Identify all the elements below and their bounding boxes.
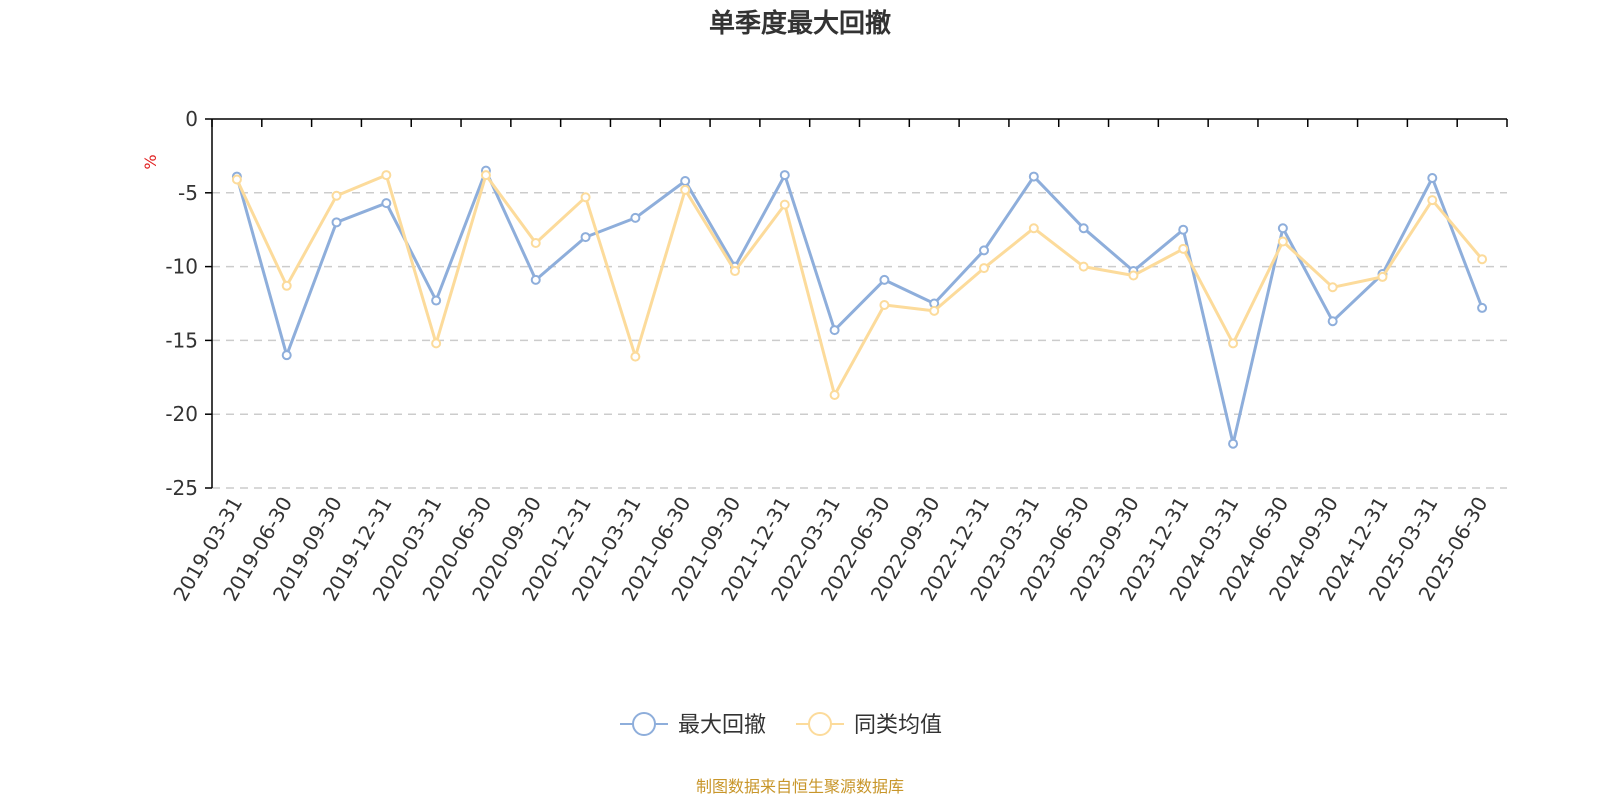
legend[interactable]: 最大回撤 同类均值: [620, 712, 942, 738]
y-tick-label: -20: [165, 402, 198, 426]
data-point[interactable]: [630, 351, 641, 362]
data-point[interactable]: [281, 280, 292, 291]
data-point[interactable]: [680, 184, 691, 195]
data-point[interactable]: [929, 305, 940, 316]
y-tick-label: -15: [165, 328, 198, 352]
data-point[interactable]: [1128, 270, 1139, 281]
data-point[interactable]: [979, 245, 990, 256]
data-point[interactable]: [431, 295, 442, 306]
data-point[interactable]: [1377, 271, 1388, 282]
data-point[interactable]: [1178, 224, 1189, 235]
data-point[interactable]: [879, 299, 890, 310]
series-0: [231, 165, 1488, 449]
data-point[interactable]: [979, 263, 990, 274]
data-point[interactable]: [1228, 438, 1239, 449]
grid-lines: [212, 192, 1507, 489]
data-point[interactable]: [381, 170, 392, 181]
data-point[interactable]: [1277, 223, 1288, 234]
legend-marker: [632, 712, 656, 736]
data-point[interactable]: [1277, 236, 1288, 247]
data-point[interactable]: [680, 175, 691, 186]
data-point[interactable]: [829, 325, 840, 336]
series-line: [235, 173, 1484, 397]
series-1: [231, 170, 1488, 401]
chart-title: 单季度最大回撤: [709, 8, 891, 39]
y-tick-label: -5: [178, 181, 198, 205]
data-source-note: 制图数据来自恒生聚源数据库: [696, 777, 904, 796]
data-point[interactable]: [729, 266, 740, 277]
data-point[interactable]: [630, 212, 641, 223]
legend-item[interactable]: 同类均值: [796, 712, 942, 738]
data-point[interactable]: [431, 338, 442, 349]
data-point[interactable]: [1178, 243, 1189, 254]
series-line: [235, 169, 1484, 446]
data-point[interactable]: [480, 170, 491, 181]
data-point[interactable]: [1028, 223, 1039, 234]
data-point[interactable]: [530, 274, 541, 285]
data-point[interactable]: [1477, 302, 1488, 313]
data-point[interactable]: [1427, 195, 1438, 206]
data-point[interactable]: [580, 192, 591, 203]
data-point[interactable]: [580, 232, 591, 243]
data-point[interactable]: [381, 198, 392, 209]
legend-label: 最大回撤: [678, 713, 766, 738]
series-lines: [231, 165, 1488, 449]
y-tick-label: -25: [165, 476, 198, 500]
legend-marker: [808, 712, 832, 736]
legend-item[interactable]: 最大回撤: [620, 712, 766, 738]
data-point[interactable]: [231, 174, 242, 185]
data-point[interactable]: [530, 237, 541, 248]
y-axis-unit: %: [141, 154, 160, 169]
data-point[interactable]: [1327, 282, 1338, 293]
data-point[interactable]: [1427, 173, 1438, 184]
data-point[interactable]: [331, 217, 342, 228]
data-point[interactable]: [829, 390, 840, 401]
data-point[interactable]: [1078, 223, 1089, 234]
y-tick-label: 0: [185, 107, 198, 131]
data-point[interactable]: [1477, 254, 1488, 265]
data-point[interactable]: [1028, 171, 1039, 182]
data-point[interactable]: [779, 170, 790, 181]
data-point[interactable]: [1327, 316, 1338, 327]
data-point[interactable]: [779, 199, 790, 210]
legend-label: 同类均值: [854, 713, 942, 738]
data-point[interactable]: [1228, 338, 1239, 349]
data-point[interactable]: [281, 350, 292, 361]
y-tick-label: -10: [165, 255, 198, 279]
data-point[interactable]: [879, 274, 890, 285]
data-point[interactable]: [1078, 261, 1089, 272]
data-point[interactable]: [331, 190, 342, 201]
